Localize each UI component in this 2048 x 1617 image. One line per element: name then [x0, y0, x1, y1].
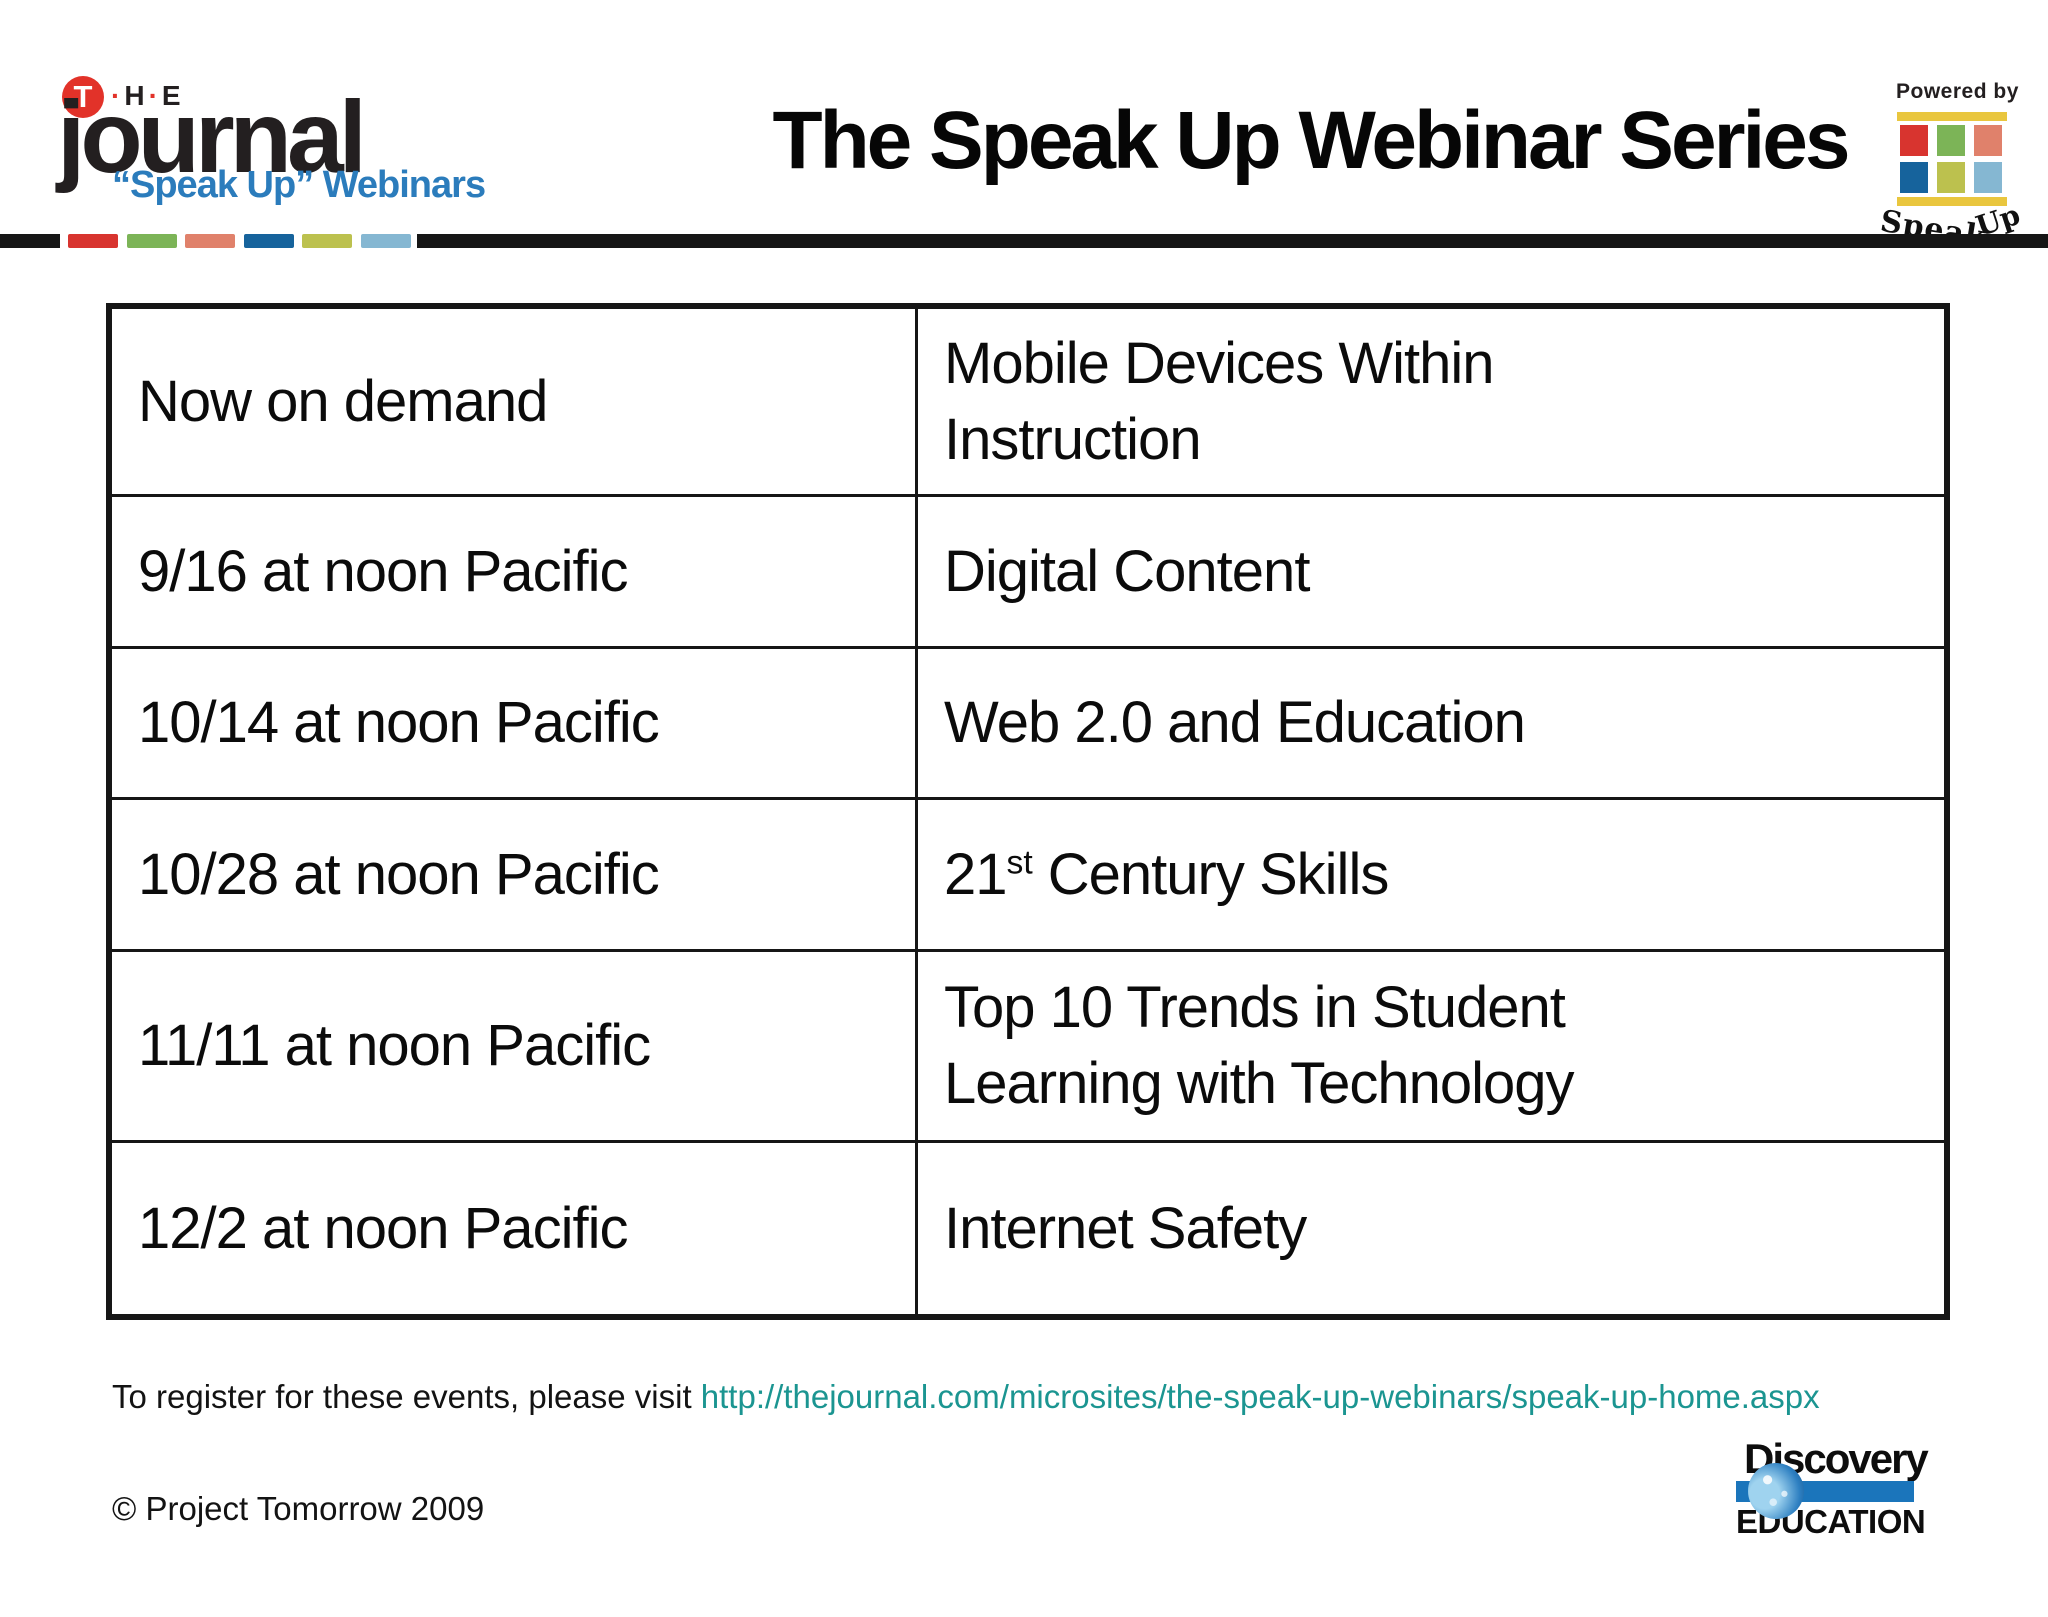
schedule-topic-cell: Web 2.0 and Education	[918, 649, 1944, 800]
schedule-when-text: 9/16 at noon Pacific	[138, 538, 628, 604]
divider-dash	[361, 234, 411, 248]
speakup-grid-square	[1900, 125, 1928, 156]
schedule-topic-text: Top 10 Trends in Student Learning with T…	[944, 975, 1575, 1116]
schedule-topic-cell: 21st Century Skills	[918, 800, 1944, 952]
schedule-when-text: 10/14 at noon Pacific	[138, 690, 660, 756]
schedule-topic-text: 21st Century Skills	[944, 841, 1389, 907]
schedule-when-cell: Now on demand	[112, 309, 918, 497]
schedule-when-cell: 12/2 at noon Pacific	[112, 1143, 918, 1314]
speakup-grid-square	[1900, 162, 1928, 193]
speakup-grid-bottom-bar	[1897, 197, 2007, 206]
schedule-when-text: 11/11 at noon Pacific	[138, 1013, 651, 1079]
schedule-when-text: Now on demand	[138, 368, 548, 434]
journal-the-letter: ·	[148, 80, 162, 111]
schedule-topic-text: Digital Content	[944, 538, 1310, 604]
speakup-grid-square	[1937, 125, 1965, 156]
schedule-topic-text: Mobile Devices Within Instruction	[944, 330, 1495, 472]
schedule-topic-text: Web 2.0 and Education	[944, 690, 1526, 756]
speakup-grid-square	[1937, 162, 1965, 193]
speakup-grid-top-bar	[1897, 112, 2007, 121]
divider-dash	[126, 234, 177, 248]
schedule-topic-cell: Top 10 Trends in Student Learning with T…	[918, 952, 1944, 1143]
schedule-when-cell: 9/16 at noon Pacific	[112, 497, 918, 649]
schedule-topic-cell: Digital Content	[918, 497, 1944, 649]
divider-black-right	[417, 234, 2048, 248]
speakup-grid-square	[1974, 162, 2002, 193]
registration-link[interactable]: http://thejournal.com/microsites/the-spe…	[700, 1378, 1820, 1415]
journal-wordmark: journal	[57, 80, 367, 194]
discovery-globe-icon	[1748, 1463, 1804, 1519]
header-divider	[0, 234, 2048, 248]
schedule-topic-cell: Mobile Devices Within Instruction	[918, 309, 1944, 497]
journal-tagline: “Speak Up” Webinars	[112, 164, 486, 206]
divider-dash	[302, 234, 353, 248]
divider-dash	[243, 234, 294, 248]
registration-note: To register for these events, please vis…	[112, 1378, 1820, 1416]
journal-the-letters: ·H·E	[111, 80, 185, 112]
discovery-education-logo: Discovery EDUCATION	[1736, 1438, 1929, 1538]
schedule-topic-text: Internet Safety	[944, 1195, 1307, 1261]
registration-text: To register for these events, please vis…	[112, 1378, 701, 1415]
divider-dash	[185, 234, 236, 248]
divider-dash	[68, 234, 118, 248]
powered-by-label: Powered by	[1896, 80, 2019, 103]
speakup-grid-square	[1974, 125, 2002, 156]
copyright-note: © Project Tomorrow 2009	[112, 1490, 485, 1527]
the-journal-logo: T ·H·E journal “Speak Up” Webinars	[55, 70, 575, 230]
discovery-blue-bar	[1736, 1463, 1914, 1519]
powered-by-speakup-logo: Powered by Speak Up	[1878, 80, 2036, 256]
divider-black-left	[0, 234, 60, 248]
schedule-when-text: 10/28 at noon Pacific	[138, 841, 660, 907]
journal-the-letter: E	[161, 80, 185, 111]
speakup-script-text: Speak Up	[1878, 198, 2030, 256]
schedule-topic-cell: Internet Safety	[918, 1143, 1944, 1314]
page-title: The Speak Up Webinar Series	[772, 95, 1850, 186]
schedule-when-text: 12/2 at noon Pacific	[138, 1195, 628, 1261]
schedule-when-cell: 10/28 at noon Pacific	[112, 800, 918, 952]
journal-the-letter: H	[124, 80, 149, 111]
journal-the-letter: ·	[111, 80, 125, 111]
speakup-grid-icon	[1897, 112, 2007, 206]
schedule-when-cell: 11/11 at noon Pacific	[112, 952, 918, 1143]
schedule-when-cell: 10/14 at noon Pacific	[112, 649, 918, 800]
webinar-schedule-table: Now on demand Mobile Devices Within Instr…	[106, 303, 1950, 1320]
journal-t-badge-icon: T	[62, 76, 104, 118]
